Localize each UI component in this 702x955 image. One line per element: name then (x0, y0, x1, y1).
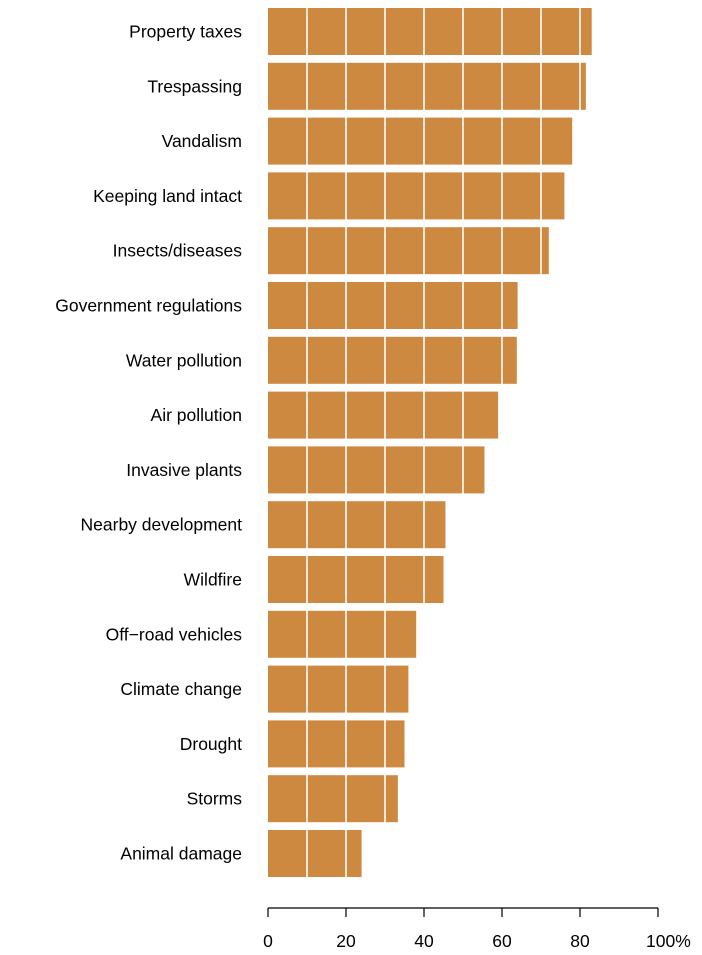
category-label: Vandalism (162, 131, 242, 151)
x-tick-label: 100% (646, 931, 691, 951)
bar (268, 501, 446, 549)
category-label: Trespassing (147, 76, 242, 96)
category-label: Climate change (120, 679, 242, 699)
bar (268, 8, 592, 55)
category-label: Property taxes (129, 22, 242, 42)
x-tick-label: 20 (336, 931, 356, 951)
category-label: Off−road vehicles (106, 624, 243, 644)
bars-group (268, 8, 592, 877)
x-tick-label: 60 (492, 931, 512, 951)
bar (268, 172, 565, 220)
x-axis: 0 20 40 60 80 100% (263, 907, 691, 951)
category-label: Water pollution (126, 350, 242, 370)
bar (268, 556, 444, 603)
category-labels: Property taxes Trespassing Vandalism Keepin… (55, 22, 242, 864)
bar (268, 117, 573, 165)
category-label: Invasive plants (126, 460, 242, 480)
category-label: Storms (187, 789, 243, 809)
gridlines-group (306, 8, 620, 877)
category-label: Insects/diseases (113, 241, 243, 261)
category-label: Keeping land intact (93, 186, 242, 206)
bar (268, 227, 549, 275)
bar (268, 610, 417, 658)
bar (268, 830, 362, 877)
x-tick-label: 40 (414, 931, 434, 951)
x-tick-label: 80 (570, 931, 590, 951)
category-label: Wildfire (184, 570, 242, 590)
bar (268, 665, 409, 713)
bar (268, 720, 405, 768)
category-label: Air pollution (151, 405, 242, 425)
bar (268, 282, 518, 329)
bar (268, 336, 517, 384)
bar (268, 62, 586, 110)
bar (268, 446, 485, 494)
category-label: Drought (180, 734, 242, 754)
bar (268, 775, 398, 823)
category-label: Government regulations (55, 296, 242, 316)
category-label: Animal damage (120, 844, 242, 864)
category-label: Nearby development (81, 515, 243, 535)
x-tick-label: 0 (263, 931, 273, 951)
